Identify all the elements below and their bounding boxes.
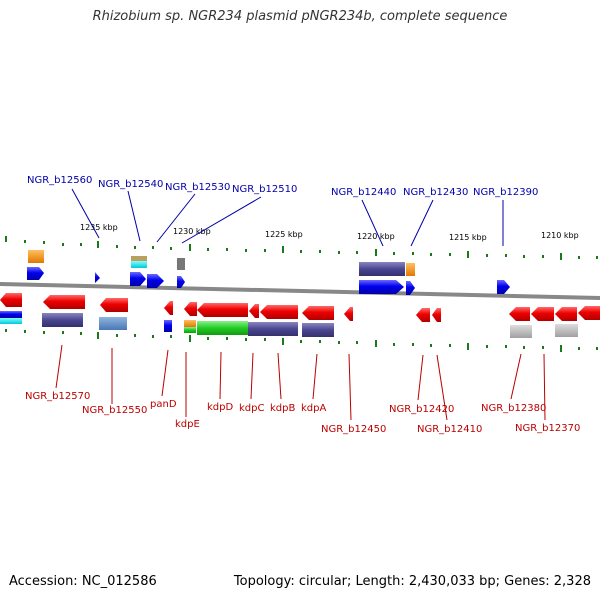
reverse-leader-lines: [55, 344, 546, 421]
forward-gene-arrow[interactable]: [130, 272, 146, 286]
gene-label: NGR_b12390: [473, 187, 538, 198]
scale-label: 1230 kbp: [173, 227, 211, 236]
reverse-gene-arrow[interactable]: [197, 303, 248, 317]
feature-box[interactable]: [177, 258, 185, 270]
gene-label: NGR_b12370: [515, 423, 580, 434]
outer-tick-ring: [5, 236, 598, 260]
reverse-gene-arrow[interactable]: [344, 307, 353, 321]
reverse-gene-arrow[interactable]: [432, 308, 441, 322]
gene-label: kdpE: [175, 419, 200, 430]
reverse-gene-arrow[interactable]: [509, 307, 530, 321]
gene-label: NGR_b12530: [165, 182, 230, 193]
reverse-gene-arrow[interactable]: [260, 305, 298, 319]
scale-label: 1235 kbp: [80, 223, 118, 232]
forward-gene-arrow[interactable]: [497, 280, 510, 294]
gene-label: kdpB: [270, 403, 295, 414]
reverse-gene-arrow[interactable]: [0, 293, 22, 307]
feature-box[interactable]: [0, 318, 22, 324]
feature-box[interactable]: [197, 321, 248, 335]
forward-gene-arrow[interactable]: [27, 267, 44, 280]
gene-label: NGR_b12540: [98, 179, 163, 190]
gene-label: kdpA: [301, 403, 326, 414]
feature-box[interactable]: [555, 324, 578, 337]
scale-label: 1210 kbp: [541, 231, 579, 240]
feature-box[interactable]: [510, 325, 532, 338]
feature-box[interactable]: [248, 322, 298, 336]
accession-text: Accession: NC_012586: [9, 574, 157, 589]
forward-gene-arrow[interactable]: [177, 276, 185, 288]
reverse-gene-arrow[interactable]: [578, 306, 600, 320]
gene-label: NGR_b12440: [331, 187, 396, 198]
forward-gene-arrow[interactable]: [147, 274, 164, 288]
feature-box[interactable]: [302, 323, 334, 337]
forward-gene-labels: NGR_b12560 NGR_b12540 NGR_b12530 NGR_b12…: [27, 175, 538, 198]
reverse-gene-labels: NGR_b12570 NGR_b12550 panD kdpE kdpD kdp…: [25, 391, 580, 435]
feature-box[interactable]: [359, 262, 405, 276]
feature-box[interactable]: [42, 313, 83, 327]
feature-box[interactable]: [406, 263, 415, 276]
gene-label: NGR_b12570: [25, 391, 90, 402]
topology-summary: Topology: circular; Length: 2,430,033 bp…: [233, 574, 591, 589]
scale-label: 1220 kbp: [357, 232, 395, 241]
reverse-gene-arrow[interactable]: [43, 295, 85, 309]
feature-box[interactable]: [184, 327, 196, 333]
feature-box[interactable]: [0, 311, 22, 318]
reverse-gene-arrow[interactable]: [249, 304, 259, 318]
feature-box[interactable]: [184, 320, 196, 327]
reverse-gene-arrow[interactable]: [416, 308, 430, 322]
gene-label: NGR_b12550: [82, 405, 147, 416]
forward-gene-arrow[interactable]: [95, 272, 100, 283]
feature-box[interactable]: [131, 256, 147, 261]
gene-label: NGR_b12420: [389, 404, 454, 415]
gene-label: panD: [150, 399, 177, 410]
map-title: Rhizobium sp. NGR234 plasmid pNGR234b, c…: [92, 9, 508, 24]
plasmid-backbone: [0, 282, 600, 300]
scale-labels: 1235 kbp 1230 kbp 1225 kbp 1220 kbp 1215…: [80, 223, 579, 242]
reverse-gene-arrow[interactable]: [184, 302, 197, 316]
reverse-gene-arrow[interactable]: [555, 307, 577, 321]
gene-label: kdpD: [207, 402, 233, 413]
gene-label: kdpC: [239, 403, 264, 414]
feature-box[interactable]: [28, 250, 44, 263]
gene-label: NGR_b12430: [403, 187, 468, 198]
reverse-gene-arrow[interactable]: [164, 301, 173, 315]
forward-gene-arrow[interactable]: [406, 281, 415, 295]
feature-box[interactable]: [131, 261, 147, 268]
gene-label: NGR_b12450: [321, 424, 386, 435]
inner-tick-ring: [5, 329, 598, 352]
scale-label: 1225 kbp: [265, 230, 303, 239]
gene-label: NGR_b12510: [232, 184, 297, 195]
reverse-gene-arrow[interactable]: [100, 298, 128, 312]
reverse-strand-features: [0, 293, 600, 338]
feature-box[interactable]: [164, 320, 172, 332]
forward-gene-arrow[interactable]: [359, 280, 404, 294]
forward-leader-lines: [71, 188, 504, 247]
gene-label: NGR_b12380: [481, 403, 546, 414]
scale-label: 1215 kbp: [449, 233, 487, 242]
gene-label: NGR_b12410: [417, 424, 482, 435]
feature-box[interactable]: [99, 317, 127, 330]
reverse-gene-arrow[interactable]: [302, 306, 334, 320]
forward-strand-features: [27, 250, 510, 295]
reverse-gene-arrow[interactable]: [531, 307, 554, 321]
gene-label: NGR_b12560: [27, 175, 92, 186]
